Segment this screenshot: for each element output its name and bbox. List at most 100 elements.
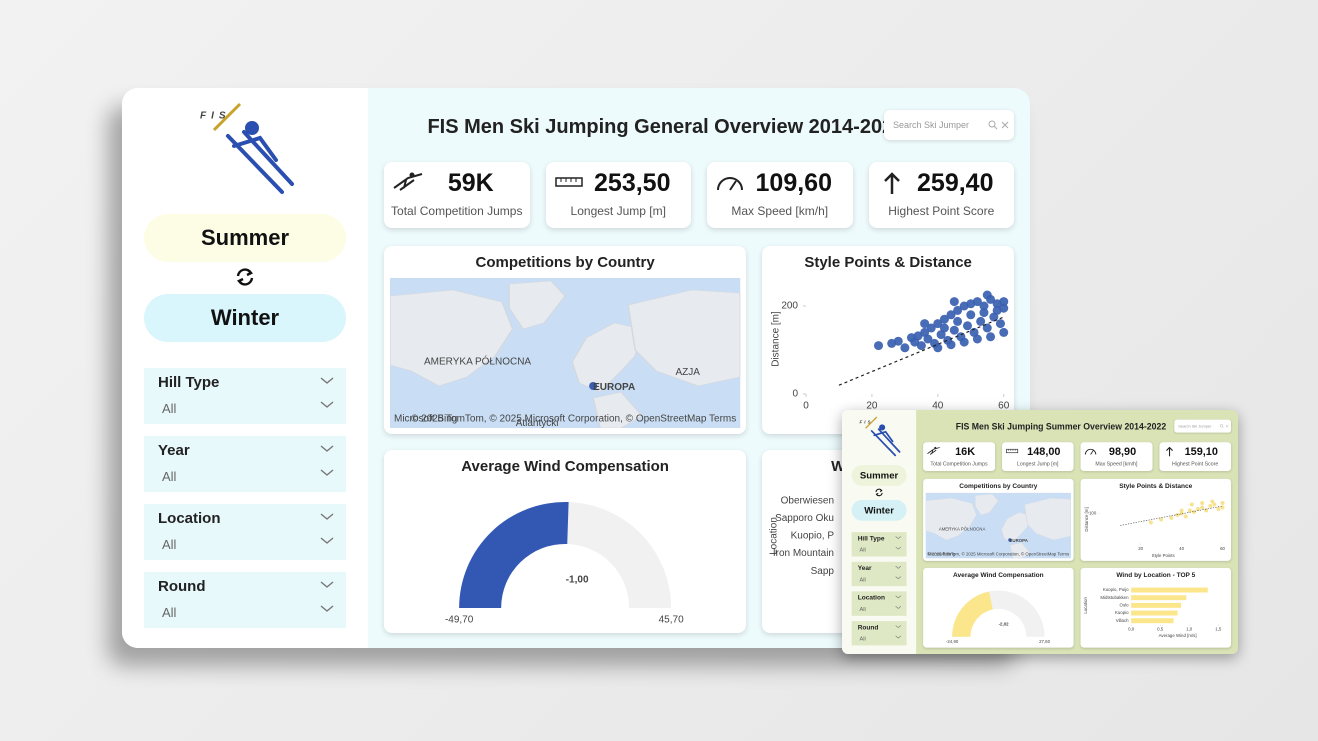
scatter-point: [986, 332, 996, 342]
filter-label: Hill Type: [158, 374, 220, 391]
kpi-value: 109,60: [755, 169, 832, 197]
map: AMERYKA PÓŁNOCNA EUROPA AZJA Atlantycki Micr…: [390, 278, 741, 429]
map-continent: [571, 322, 643, 393]
map-continent: [592, 391, 643, 428]
scatter-point: [953, 305, 963, 315]
scatter-point: [933, 343, 943, 353]
dashboard-summer-frame: FIS Summer Winter Hill Type All Year All Locati…: [842, 410, 1238, 654]
kpi-icon: [883, 172, 900, 194]
kpi-value: 259,40: [917, 169, 994, 197]
scatter-point: [1196, 507, 1200, 511]
scatter-point: [963, 321, 973, 331]
season-winter-button[interactable]: Winter: [851, 499, 907, 521]
filter-dropdown[interactable]: Hill Type All: [144, 368, 346, 424]
map-label: AZJA: [675, 367, 700, 378]
kpi-card: 109,60 Max Speed [km/h]: [707, 162, 853, 228]
logo-swoosh: [865, 416, 878, 429]
filter-value: All: [162, 469, 177, 484]
filter-dropdown[interactable]: Round All: [851, 621, 907, 646]
kpi-value: 59K: [447, 169, 494, 197]
wind-bar: [1131, 610, 1178, 616]
filter-value: All: [162, 401, 177, 416]
chevron: [895, 595, 902, 609]
card-title: Style Points & Distance: [804, 254, 972, 271]
dashboard-title: FIS Men Ski Jumping General Overview 201…: [427, 116, 905, 138]
x-tick-label: 0,5: [1157, 627, 1164, 632]
scatter-point: [999, 327, 1009, 337]
icon-head: [409, 172, 415, 178]
kpi-card: 259,40 Highest Point Score: [868, 162, 1014, 228]
search-placeholder: Search Ski Jumper: [893, 120, 970, 130]
x-tick-label: 1,5: [1215, 627, 1222, 632]
map-label: AMERYKA PÓŁNOCNA: [939, 527, 986, 532]
filter-dropdown[interactable]: Location All: [144, 504, 346, 560]
wind-category-label: Midtstubakken: [1100, 595, 1129, 600]
icon-ruler-ticks: [560, 178, 576, 182]
map-label: EUROPA: [593, 382, 635, 393]
wind-category-label: Kuopio, P: [791, 531, 835, 542]
wind-category-label: Iron Mountain: [773, 548, 834, 559]
icon-head: [934, 446, 937, 450]
card-title: Competitions by Country: [959, 482, 1038, 490]
filter-label: Hill Type: [857, 534, 885, 543]
season-winter-button[interactable]: Winter: [144, 294, 346, 342]
kpi-icon: [554, 177, 583, 187]
chevron: [320, 377, 334, 408]
season-summer-button[interactable]: Summer: [144, 214, 346, 262]
scatter-plot: 20 40 60 100 Style Points Distance [m]: [1084, 499, 1226, 558]
filter-label: Round: [857, 623, 879, 632]
wind-category-label: Kuopio: [1115, 610, 1129, 615]
gauge-card: Average Wind Compensation -2,02 -24,90 27,6…: [923, 567, 1074, 648]
scatter-point: [894, 336, 904, 346]
scatter-point: [983, 290, 993, 300]
kpi-label: Max Speed [km/h]: [1095, 460, 1138, 467]
filter-dropdown[interactable]: Year All: [144, 436, 346, 492]
icon-arrow-up: [1165, 446, 1173, 457]
card-title: W: [831, 458, 846, 475]
scatter-point: [913, 331, 923, 341]
scatter-point: [1187, 508, 1192, 513]
filter-dropdown[interactable]: Hill Type All: [851, 532, 907, 557]
search-box[interactable]: Search Ski Jumper: [884, 110, 1014, 140]
card-title: Style Points & Distance: [1119, 482, 1193, 490]
search-box[interactable]: Search Ski Jumper: [1174, 419, 1232, 433]
card-title: Average Wind Compensation: [461, 458, 669, 475]
map-label: EUROPA: [1010, 538, 1029, 543]
filter-value: All: [162, 537, 177, 552]
card-title: Average Wind Compensation: [953, 571, 1044, 579]
scatter-point: [950, 297, 960, 307]
chevron: [320, 581, 334, 612]
scatter-point: [933, 319, 943, 329]
logo: FIS: [859, 416, 901, 457]
gauge-fill: [459, 502, 569, 608]
filter-value: All: [859, 546, 866, 554]
map-label: Atlantycki: [516, 418, 559, 429]
gauge-min: -24,90: [946, 639, 959, 644]
x-tick-label: 0,0: [1128, 627, 1135, 632]
map-continent: [627, 289, 741, 387]
season-toggle-icon: [236, 268, 254, 286]
y-axis-label: Distance [m]: [771, 311, 782, 367]
filter-chevrons: [895, 625, 902, 639]
y-axis-label: Location: [769, 517, 780, 555]
x-tick-label: 40: [1179, 546, 1184, 551]
wind-chart: Kuopio, Puijo Midtstubakken Oslo Kuopio Vill…: [1083, 587, 1222, 638]
map-continent: [1000, 512, 1031, 543]
gauge-fill: [952, 591, 993, 637]
kpi-card: 159,10 Highest Point Score: [1159, 442, 1232, 472]
sidebar: FIS Summer Winter Hill Type All Year All Locati…: [122, 88, 368, 648]
filter-dropdown[interactable]: Year All: [851, 561, 907, 587]
wind-bar: [1131, 618, 1174, 624]
wind-chart: Oberwiesen Sapporo Oku Kuopio, P Iron Mount…: [769, 495, 835, 576]
logo: FIS: [200, 102, 294, 194]
filter-label: Location: [158, 510, 221, 527]
season-summer-button[interactable]: Summer: [851, 464, 907, 486]
map-attribution: © 2025 TomTom, © 2025 Microsoft Corporat…: [411, 414, 736, 425]
filter-label: Round: [158, 578, 206, 595]
filter-dropdown[interactable]: Location All: [851, 591, 907, 616]
filter-dropdown[interactable]: Round All: [144, 572, 346, 628]
x-tick-label: 40: [933, 401, 945, 412]
kpi-label: Highest Point Score: [888, 204, 995, 218]
